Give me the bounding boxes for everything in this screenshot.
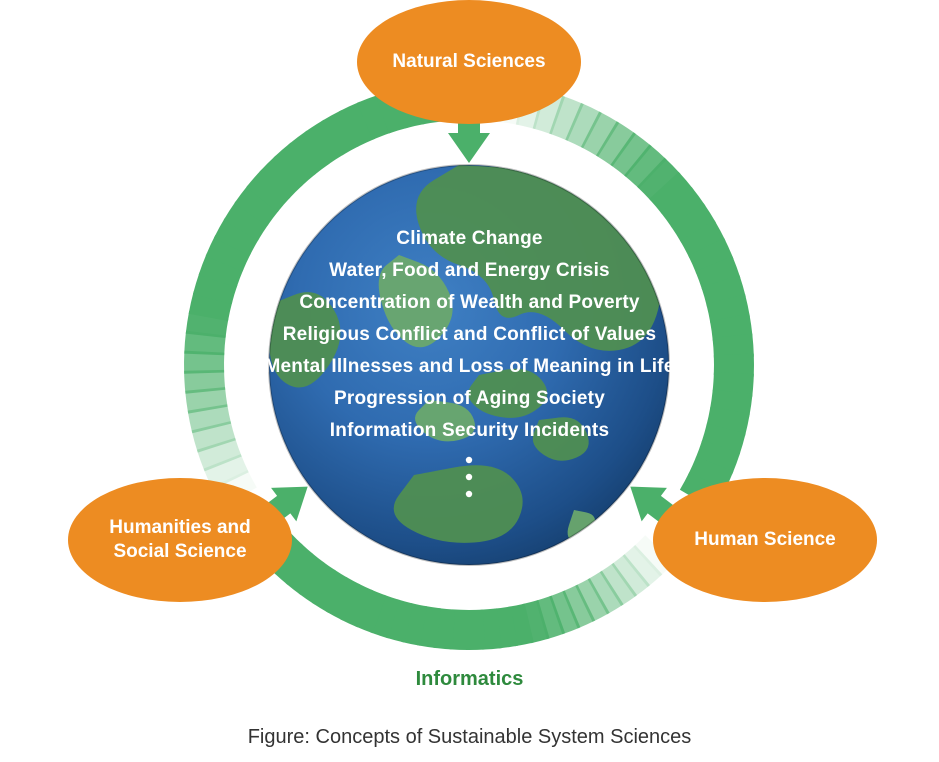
diagram-svg (0, 0, 939, 762)
globe (269, 165, 669, 565)
diagram-stage: Climate ChangeWater, Food and Energy Cri… (0, 0, 939, 762)
